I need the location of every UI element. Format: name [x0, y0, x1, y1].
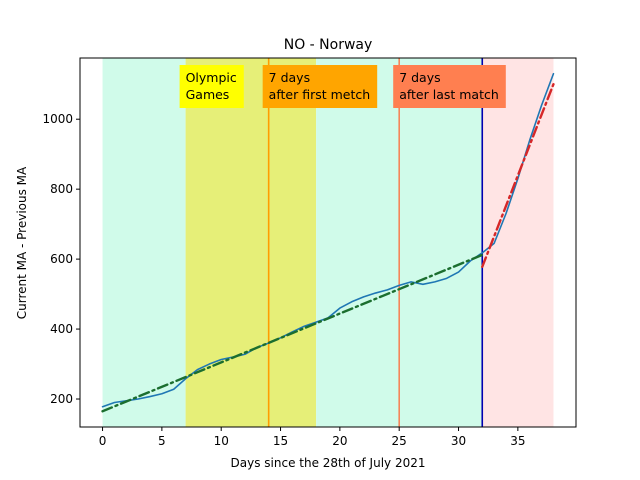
annotation-box-1: [262, 65, 378, 108]
trend-line-2: [481, 83, 555, 269]
span-1: [185, 58, 317, 427]
trend-line-1: [101, 253, 484, 413]
x-axis-label: Days since the 28th of July 2021: [231, 456, 426, 470]
plot-area: Olympic Games 7 days after first metch 7 day…: [101, 58, 555, 427]
axes: 0 5 10 15 20 25 30 35 200 400 600 800 1000: [42, 57, 577, 448]
annotation-text-1-0: 7 days: [269, 70, 310, 85]
annotation-text-1-1: after first metch: [269, 87, 371, 102]
y-tick-label-800: 800: [50, 182, 73, 196]
plot-frame: [79, 57, 577, 428]
annotation-text-0-0: Olympic: [186, 70, 237, 85]
x-tick-label-10: 10: [214, 434, 229, 448]
y-tick-label-600: 600: [50, 252, 73, 266]
span-0: [102, 58, 186, 427]
x-tick-label-0: 0: [99, 434, 107, 448]
x-tick-label-5: 5: [158, 434, 166, 448]
annotation-text-0-1: Games: [186, 87, 230, 102]
annotation-text-2-1: after last match: [399, 87, 499, 102]
x-tick-label-20: 20: [332, 434, 347, 448]
annotation-box-2: [393, 65, 506, 108]
x-tick-label-25: 25: [392, 434, 407, 448]
x-tick-label-15: 15: [273, 434, 288, 448]
chart-title: NO - Norway: [284, 37, 373, 53]
y-tick-label-200: 200: [50, 392, 73, 406]
y-axis-label: Current MA - Previous MA: [15, 166, 29, 319]
y-tick-label-400: 400: [50, 322, 73, 336]
plot-content: Olympic Games 7 days after first metch 7 day…: [101, 58, 555, 427]
x-tick-label-30: 30: [451, 434, 466, 448]
x-tick-label-35: 35: [510, 434, 525, 448]
annotation-box-0: [179, 65, 244, 108]
annotation-text-2-0: 7 days: [399, 70, 440, 85]
y-tick-label-1000: 1000: [42, 112, 73, 126]
